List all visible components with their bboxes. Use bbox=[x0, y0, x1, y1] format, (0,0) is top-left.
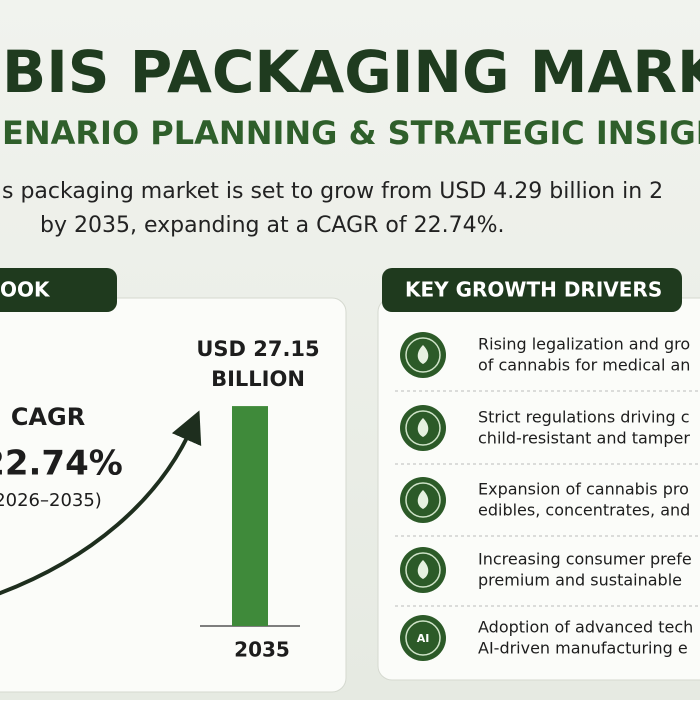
cagr-label: CAGR bbox=[11, 403, 85, 431]
driver-icon-ring bbox=[405, 482, 441, 518]
intro-line: s packaging market is set to grow from U… bbox=[2, 179, 663, 204]
driver-text: Expansion of cannabis pro bbox=[478, 480, 689, 499]
title: BIS PACKAGING MARKET bbox=[2, 38, 700, 106]
drivers-tab-text: KEY GROWTH DRIVERS bbox=[405, 278, 662, 302]
driver-text: of cannabis for medical an bbox=[478, 356, 690, 375]
driver-text: Rising legalization and gro bbox=[478, 335, 690, 354]
driver-text: edibles, concentrates, and bbox=[478, 501, 690, 520]
bar-label: BILLION bbox=[211, 367, 305, 391]
driver-text: premium and sustainable bbox=[478, 571, 682, 590]
driver-icon-ring bbox=[405, 552, 441, 588]
leaf-glyph bbox=[417, 345, 429, 364]
driver-text: child-resistant and tamper bbox=[478, 429, 690, 448]
drivers-tab bbox=[382, 268, 682, 312]
leaf-glyph bbox=[417, 490, 429, 509]
subtitle: ENARIO PLANNING & STRATEGIC INSIGHTS bbox=[2, 114, 700, 152]
driver-text: AI-driven manufacturing e bbox=[478, 639, 688, 658]
bar bbox=[232, 406, 268, 626]
bar-year: 2035 bbox=[234, 638, 290, 662]
outlook-tab-text: OOK bbox=[0, 278, 51, 302]
ai-icon-text: AI bbox=[417, 632, 430, 645]
intro-line: by 2035, expanding at a CAGR of 22.74%. bbox=[40, 213, 505, 238]
driver-icon-ring bbox=[405, 337, 441, 373]
driver-text: Adoption of advanced tech bbox=[478, 618, 693, 637]
outlook-tab bbox=[0, 268, 117, 312]
bar-label: USD 27.15 bbox=[196, 337, 319, 361]
growth-arrow bbox=[0, 410, 202, 596]
leaf-glyph bbox=[417, 418, 429, 437]
cagr-period: 2026–2035) bbox=[0, 490, 102, 511]
driver-icon-ring bbox=[405, 410, 441, 446]
driver-list: Rising legalization and gro of cannabis f… bbox=[395, 332, 700, 661]
driver-text: Increasing consumer prefe bbox=[478, 550, 692, 569]
driver-icon-ring bbox=[405, 620, 441, 656]
leaf-glyph bbox=[417, 560, 429, 579]
cagr-value: 22.74% bbox=[0, 444, 123, 484]
driver-text: Strict regulations driving c bbox=[478, 408, 690, 427]
